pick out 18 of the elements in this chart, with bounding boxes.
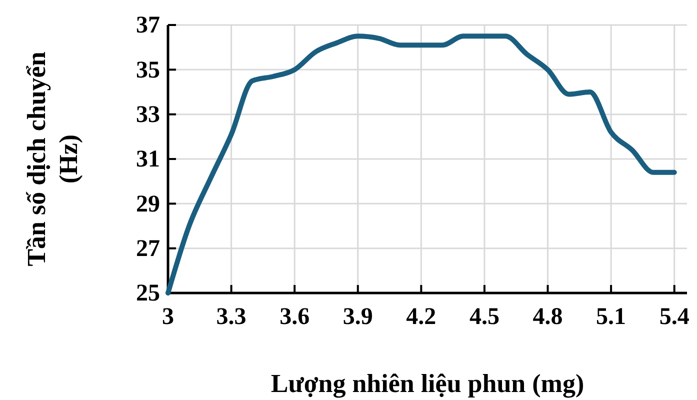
y-tick-label: 25 [136,280,160,307]
x-tick-label: 4.8 [532,304,563,330]
x-tick-label: 4.5 [469,304,500,330]
y-tick-label: 35 [136,57,160,84]
y-axis-title: Tần số dịch chuyển (Hz) [22,51,83,266]
x-tick-label: 3.9 [342,304,373,330]
y-tick-label: 31 [136,146,160,173]
y-tick-label: 27 [136,236,160,262]
x-axis-title: Lượng nhiên liệu phun (mg) [270,369,584,398]
y-tick-label: 37 [136,12,160,39]
x-tick-label: 3 [162,304,174,330]
y-tick-label: 29 [136,191,160,218]
x-tick-label: 4.2 [406,304,436,330]
y-tick-label: 33 [136,102,160,128]
x-tick-label: 3.6 [280,304,310,330]
x-tick-label: 3.3 [216,304,246,330]
x-tick-label: 5.4 [659,304,690,330]
x-tick-label: 5.1 [596,304,626,330]
